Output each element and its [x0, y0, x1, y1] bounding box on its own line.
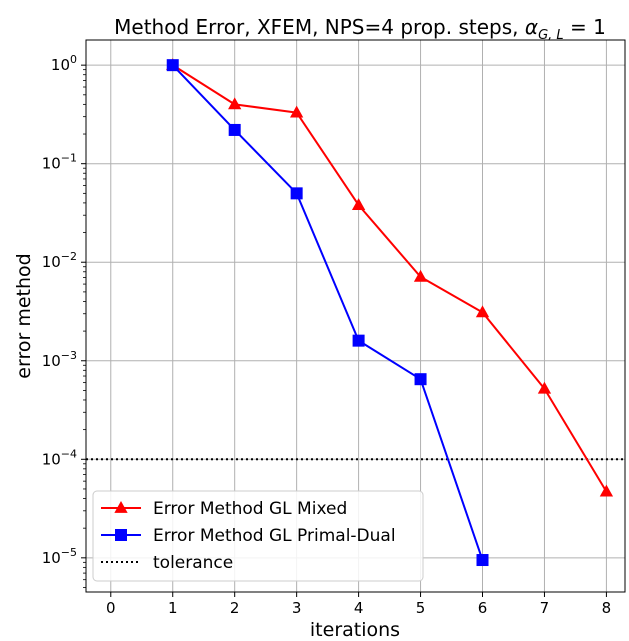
legend-entry: Error Method GL Mixed: [101, 499, 347, 519]
series-line: [172, 64, 608, 493]
y-tick-label: 10−4: [42, 447, 77, 468]
x-axis-label: iterations: [310, 619, 400, 641]
x-tick-label: 1: [168, 599, 178, 617]
series-0: [166, 58, 614, 497]
chart-title: Method Error, XFEM, NPS=4 prop. steps, α…: [114, 15, 606, 43]
data-point: [228, 123, 241, 136]
x-tick-label: 0: [106, 599, 116, 617]
legend-box: [92, 490, 424, 582]
data-point: [166, 59, 179, 72]
x-tick-label: 6: [478, 599, 488, 617]
legend-label: tolerance: [153, 553, 233, 573]
series-1: [166, 59, 489, 567]
legend-entry: tolerance: [101, 553, 233, 573]
x-tick-label: 8: [602, 599, 612, 617]
legend-marker: [114, 501, 128, 513]
chart-title-alpha: α: [525, 15, 538, 39]
chart-title-tail: = 1: [564, 15, 606, 39]
data-point: [414, 373, 427, 386]
y-tick-label: 10−5: [42, 546, 77, 567]
plot-frame: [85, 39, 626, 593]
data-point: [351, 198, 366, 210]
y-axis-label: error method: [13, 253, 35, 378]
x-tick-label: 7: [540, 599, 550, 617]
chart-title-subscript: G, L: [538, 28, 564, 43]
data-point: [290, 187, 303, 200]
legend-marker: [115, 529, 127, 541]
x-tick-label: 2: [230, 599, 240, 617]
legend-entry: Error Method GL Primal-Dual: [101, 526, 396, 546]
y-ticks: 100 10−1 10−2 10−3 10−4 10−5: [42, 53, 86, 588]
data-point: [599, 484, 614, 497]
x-tick-label: 3: [292, 599, 302, 617]
data-point: [413, 269, 428, 282]
x-ticks: 0 1 2 3 4 5 6 7 8: [106, 592, 611, 617]
data-point: [289, 105, 304, 118]
series-layer: [166, 58, 614, 567]
legend: Error Method GL Mixed Error Method GL Pri…: [92, 490, 424, 582]
y-tick-label: 100: [51, 53, 77, 74]
series-line: [172, 64, 484, 561]
data-point: [476, 554, 489, 567]
legend-entries: Error Method GL Mixed Error Method GL Pri…: [101, 499, 396, 573]
chart-title-main: Method Error, XFEM, NPS=4 prop. steps,: [114, 15, 525, 39]
data-point: [352, 334, 365, 347]
data-point: [475, 305, 490, 318]
data-point: [537, 381, 552, 394]
x-tick-label: 5: [416, 599, 426, 617]
y-tick-label: 10−1: [42, 152, 77, 173]
y-tick-label: 10−2: [42, 250, 77, 271]
data-point: [228, 97, 242, 110]
grid: [86, 40, 625, 592]
x-tick-label: 4: [354, 599, 364, 617]
legend-label: Error Method GL Primal-Dual: [153, 526, 396, 546]
legend-label: Error Method GL Mixed: [153, 499, 347, 519]
y-tick-label: 10−3: [42, 349, 77, 370]
